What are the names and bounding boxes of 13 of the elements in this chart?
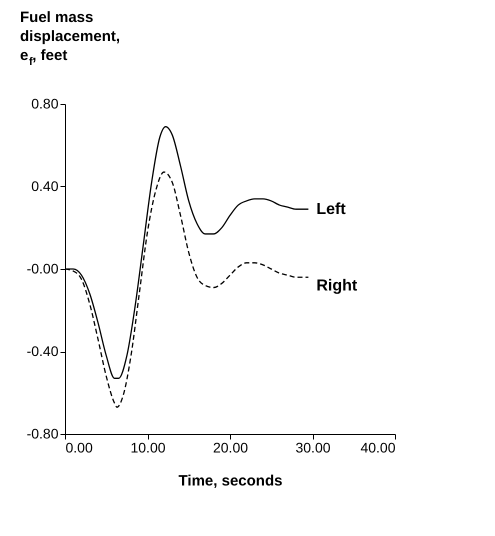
y-tick-label: -0.40 [26,343,59,359]
y-tick-label: -0.80 [26,426,59,442]
x-tick-label: 30.00 [295,440,331,456]
x-tick-label: 0.00 [66,440,93,456]
y-tick-label: 0.80 [31,96,59,112]
x-tick-label: 40.00 [360,440,396,456]
x-tick-label: 10.00 [130,440,166,456]
y-tick-label: -0.00 [26,260,59,276]
x-axis-title: Time, seconds [178,472,282,490]
series-label: Right [316,277,358,294]
y-tick-label: 0.40 [31,178,59,194]
series-label: Left [316,201,346,218]
x-tick-label: 20.00 [212,440,248,456]
